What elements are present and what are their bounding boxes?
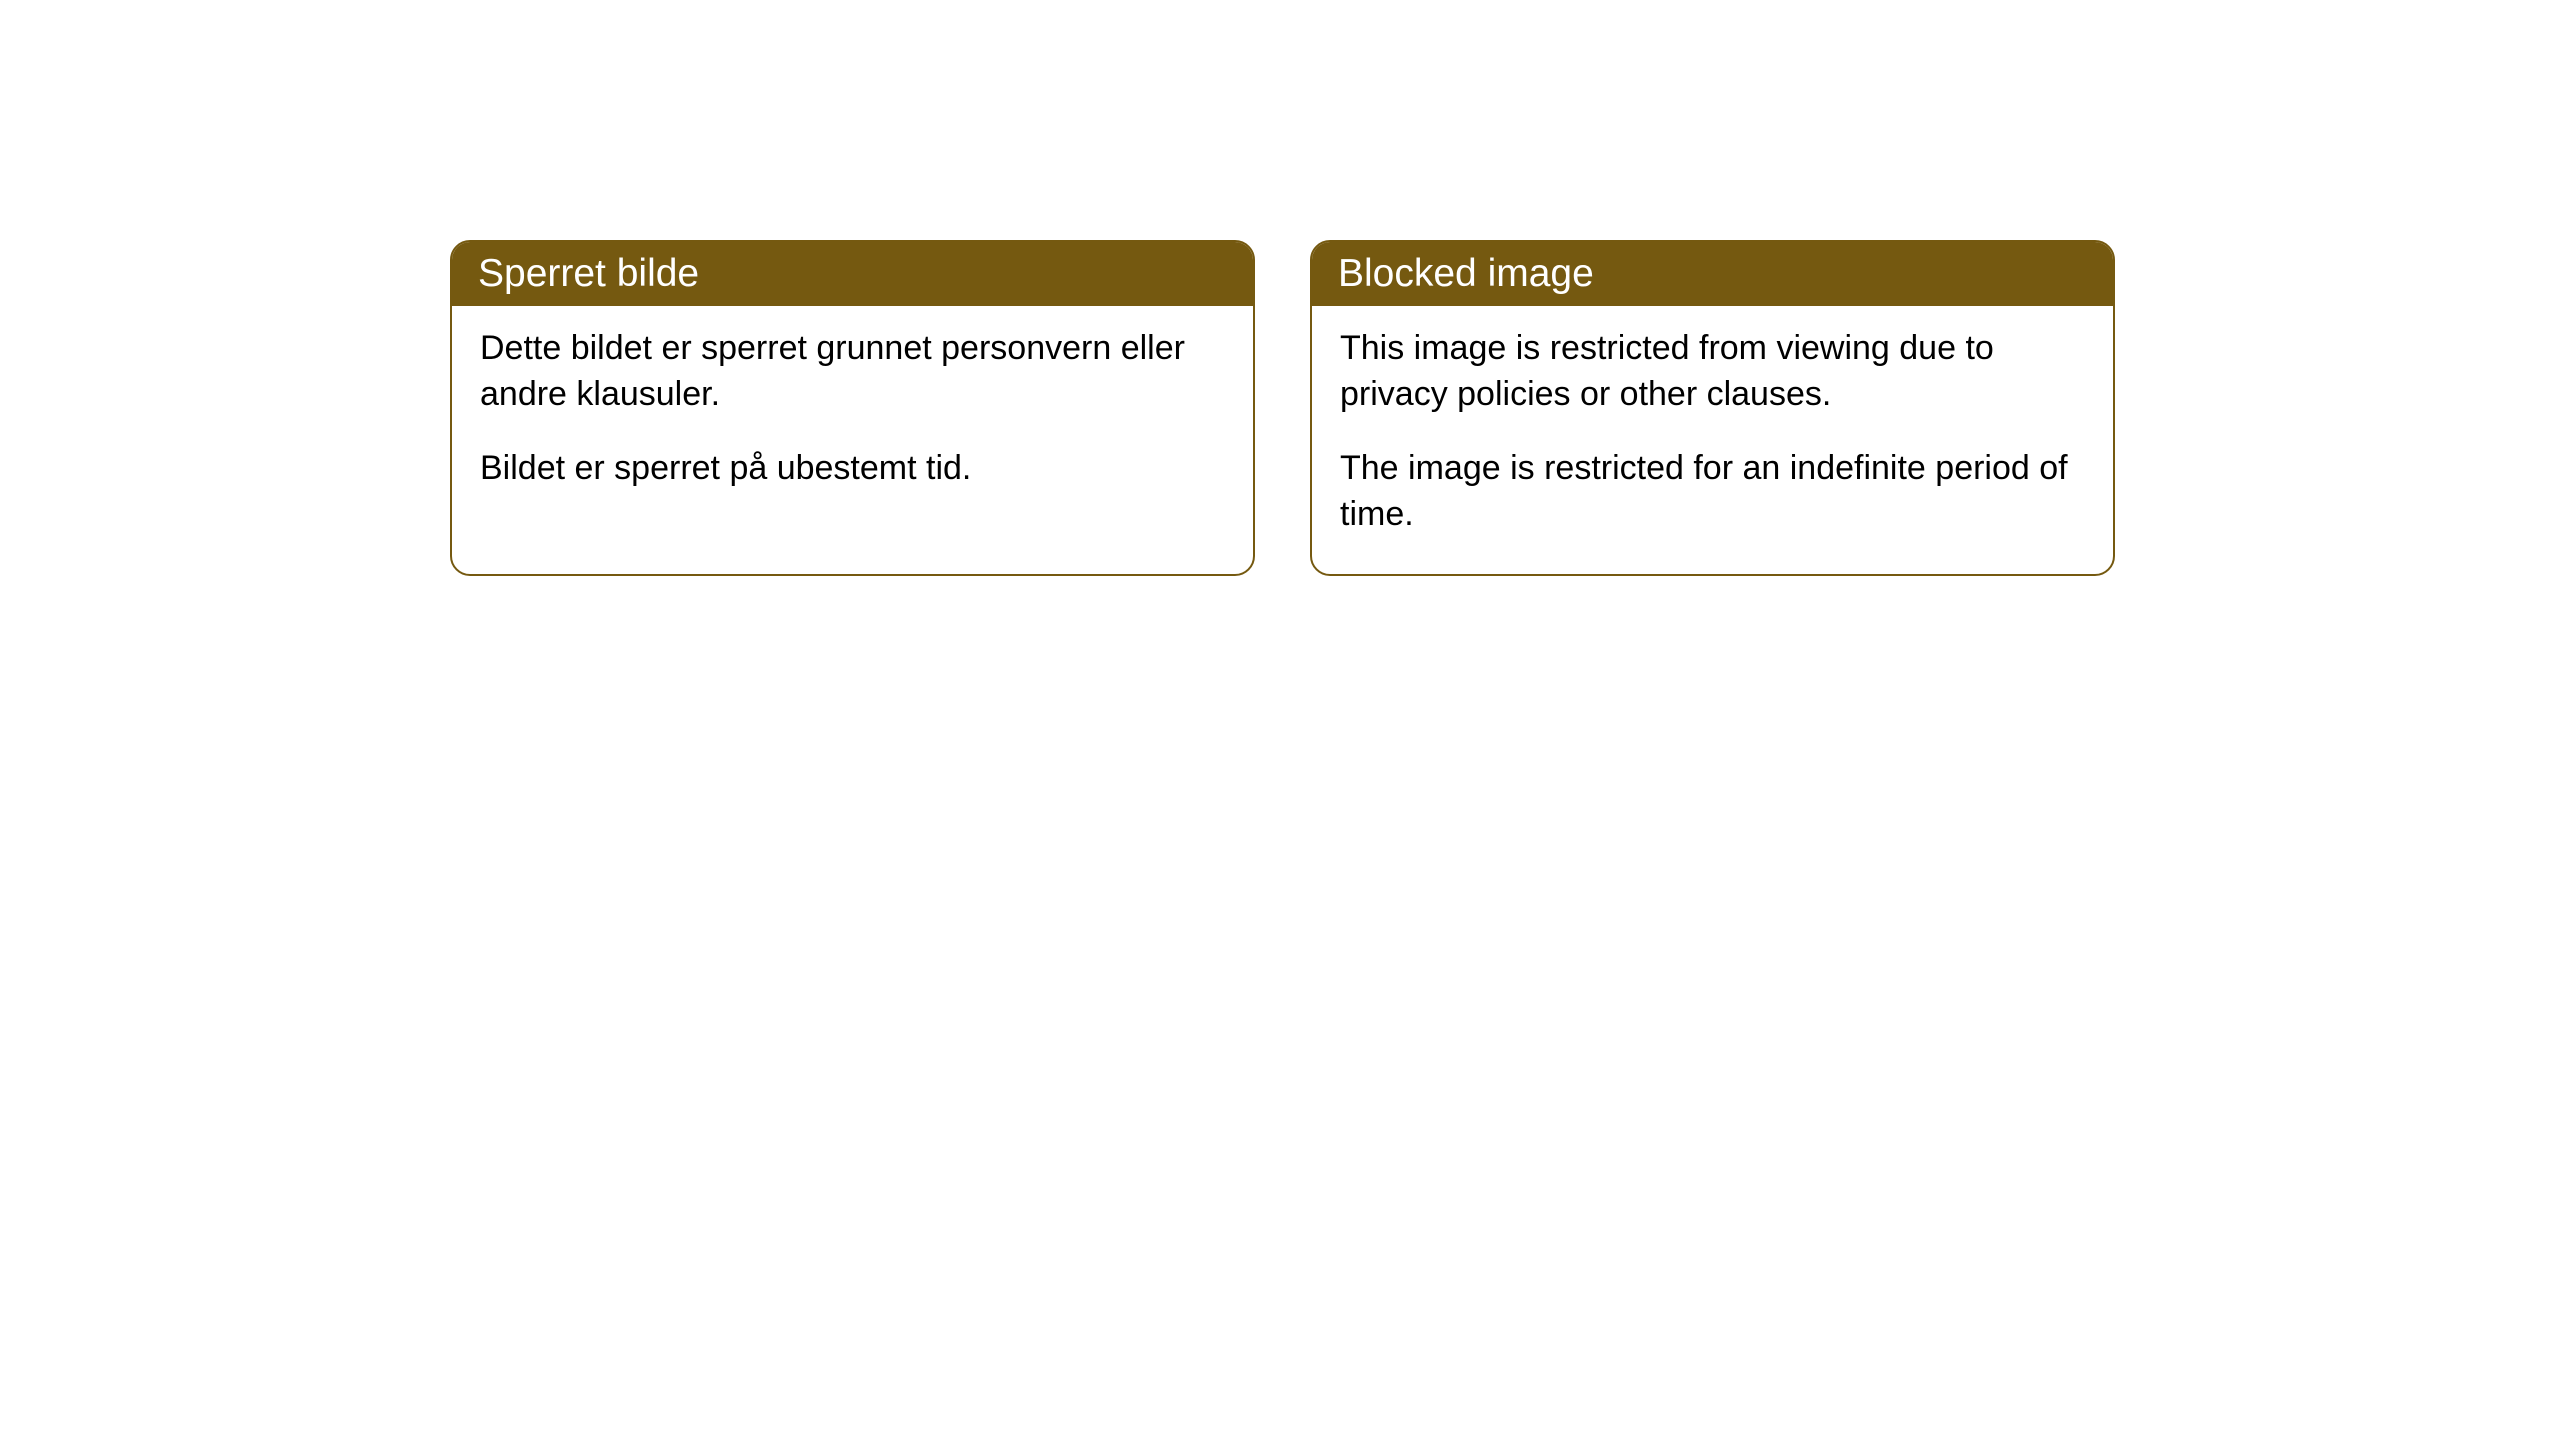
card-body: This image is restricted from viewing du… (1312, 306, 2113, 574)
cards-container: Sperret bilde Dette bildet er sperret gr… (450, 240, 2115, 576)
card-text-reason: Dette bildet er sperret grunnet personve… (480, 326, 1225, 418)
blocked-image-card-norwegian: Sperret bilde Dette bildet er sperret gr… (450, 240, 1255, 576)
card-body: Dette bildet er sperret grunnet personve… (452, 306, 1253, 528)
card-title: Sperret bilde (478, 252, 699, 295)
card-text-duration: Bildet er sperret på ubestemt tid. (480, 446, 1225, 492)
card-text-reason: This image is restricted from viewing du… (1340, 326, 2085, 418)
card-header: Blocked image (1312, 242, 2113, 306)
card-title: Blocked image (1338, 252, 1594, 295)
card-header: Sperret bilde (452, 242, 1253, 306)
card-text-duration: The image is restricted for an indefinit… (1340, 446, 2085, 538)
blocked-image-card-english: Blocked image This image is restricted f… (1310, 240, 2115, 576)
